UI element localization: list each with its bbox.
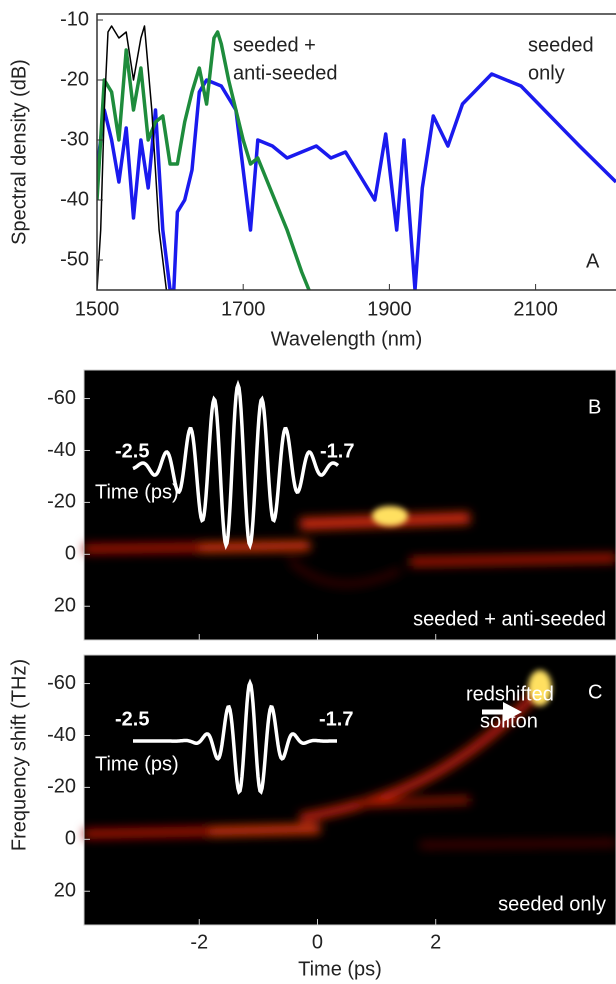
inset-label: Time (ps) bbox=[95, 753, 179, 775]
inset-end: -1.7 bbox=[319, 708, 353, 730]
panel-label: B bbox=[588, 396, 601, 418]
plot-frame bbox=[83, 369, 616, 641]
y-tick-label: -20 bbox=[47, 491, 76, 513]
x-tick-label: 0 bbox=[312, 931, 323, 953]
x-axis-label: Time (ps) bbox=[298, 958, 382, 980]
annotation: only bbox=[528, 62, 565, 84]
x-tick-label: -2 bbox=[190, 931, 208, 953]
inset-label: Time (ps) bbox=[95, 481, 179, 503]
callout: redshifted bbox=[466, 683, 554, 705]
x-tick-label: 1700 bbox=[221, 298, 266, 320]
inset-start: -2.5 bbox=[115, 708, 149, 730]
panel-label: C bbox=[588, 681, 602, 703]
y-tick-label: 20 bbox=[54, 595, 76, 617]
y-tick-label: 0 bbox=[65, 543, 76, 565]
annotation: seeded only bbox=[498, 893, 606, 915]
y-tick-label: -30 bbox=[60, 128, 89, 150]
y-tick-label: -20 bbox=[47, 776, 76, 798]
plot-frame bbox=[83, 654, 616, 926]
inset-start: -2.5 bbox=[115, 440, 149, 462]
y-tick-label: -40 bbox=[60, 188, 89, 210]
x-tick-label: 2100 bbox=[513, 298, 558, 320]
plot-frame bbox=[96, 13, 616, 291]
spectrum-line bbox=[97, 25, 168, 290]
y-tick-label: -40 bbox=[47, 439, 76, 461]
y-tick-label: -50 bbox=[60, 248, 89, 270]
y-tick-label: -10 bbox=[60, 8, 89, 30]
x-tick-label: 2 bbox=[430, 931, 441, 953]
y-tick-label: -60 bbox=[47, 387, 76, 409]
callout: soliton bbox=[480, 710, 538, 732]
arrow-head bbox=[503, 702, 522, 722]
y-axis-label: Spectral density (dB) bbox=[8, 59, 30, 245]
y-tick-label: -20 bbox=[60, 68, 89, 90]
panel-label: A bbox=[586, 250, 600, 272]
inset-waveform bbox=[133, 678, 337, 795]
x-axis-label: Wavelength (nm) bbox=[271, 328, 423, 350]
annotation: anti-seeded bbox=[233, 62, 338, 84]
x-tick-label: 1500 bbox=[75, 298, 120, 320]
annotation: seeded + anti-seeded bbox=[413, 608, 606, 630]
annotation: seeded + bbox=[233, 34, 316, 56]
annotation: seeded bbox=[528, 34, 594, 56]
spectrum-line bbox=[97, 30, 311, 290]
y-tick-label: -40 bbox=[47, 724, 76, 746]
inset-end: -1.7 bbox=[320, 440, 354, 462]
panel-c-background bbox=[83, 655, 616, 925]
y-axis-label: Frequency shift (THz) bbox=[8, 659, 30, 851]
y-tick-label: 20 bbox=[54, 880, 76, 902]
spectrum-line bbox=[97, 72, 616, 290]
y-tick-label: -60 bbox=[47, 672, 76, 694]
inset-waveform bbox=[132, 379, 340, 551]
y-tick-label: 0 bbox=[65, 828, 76, 850]
panel-b-background bbox=[83, 370, 616, 640]
x-tick-label: 1900 bbox=[367, 298, 412, 320]
